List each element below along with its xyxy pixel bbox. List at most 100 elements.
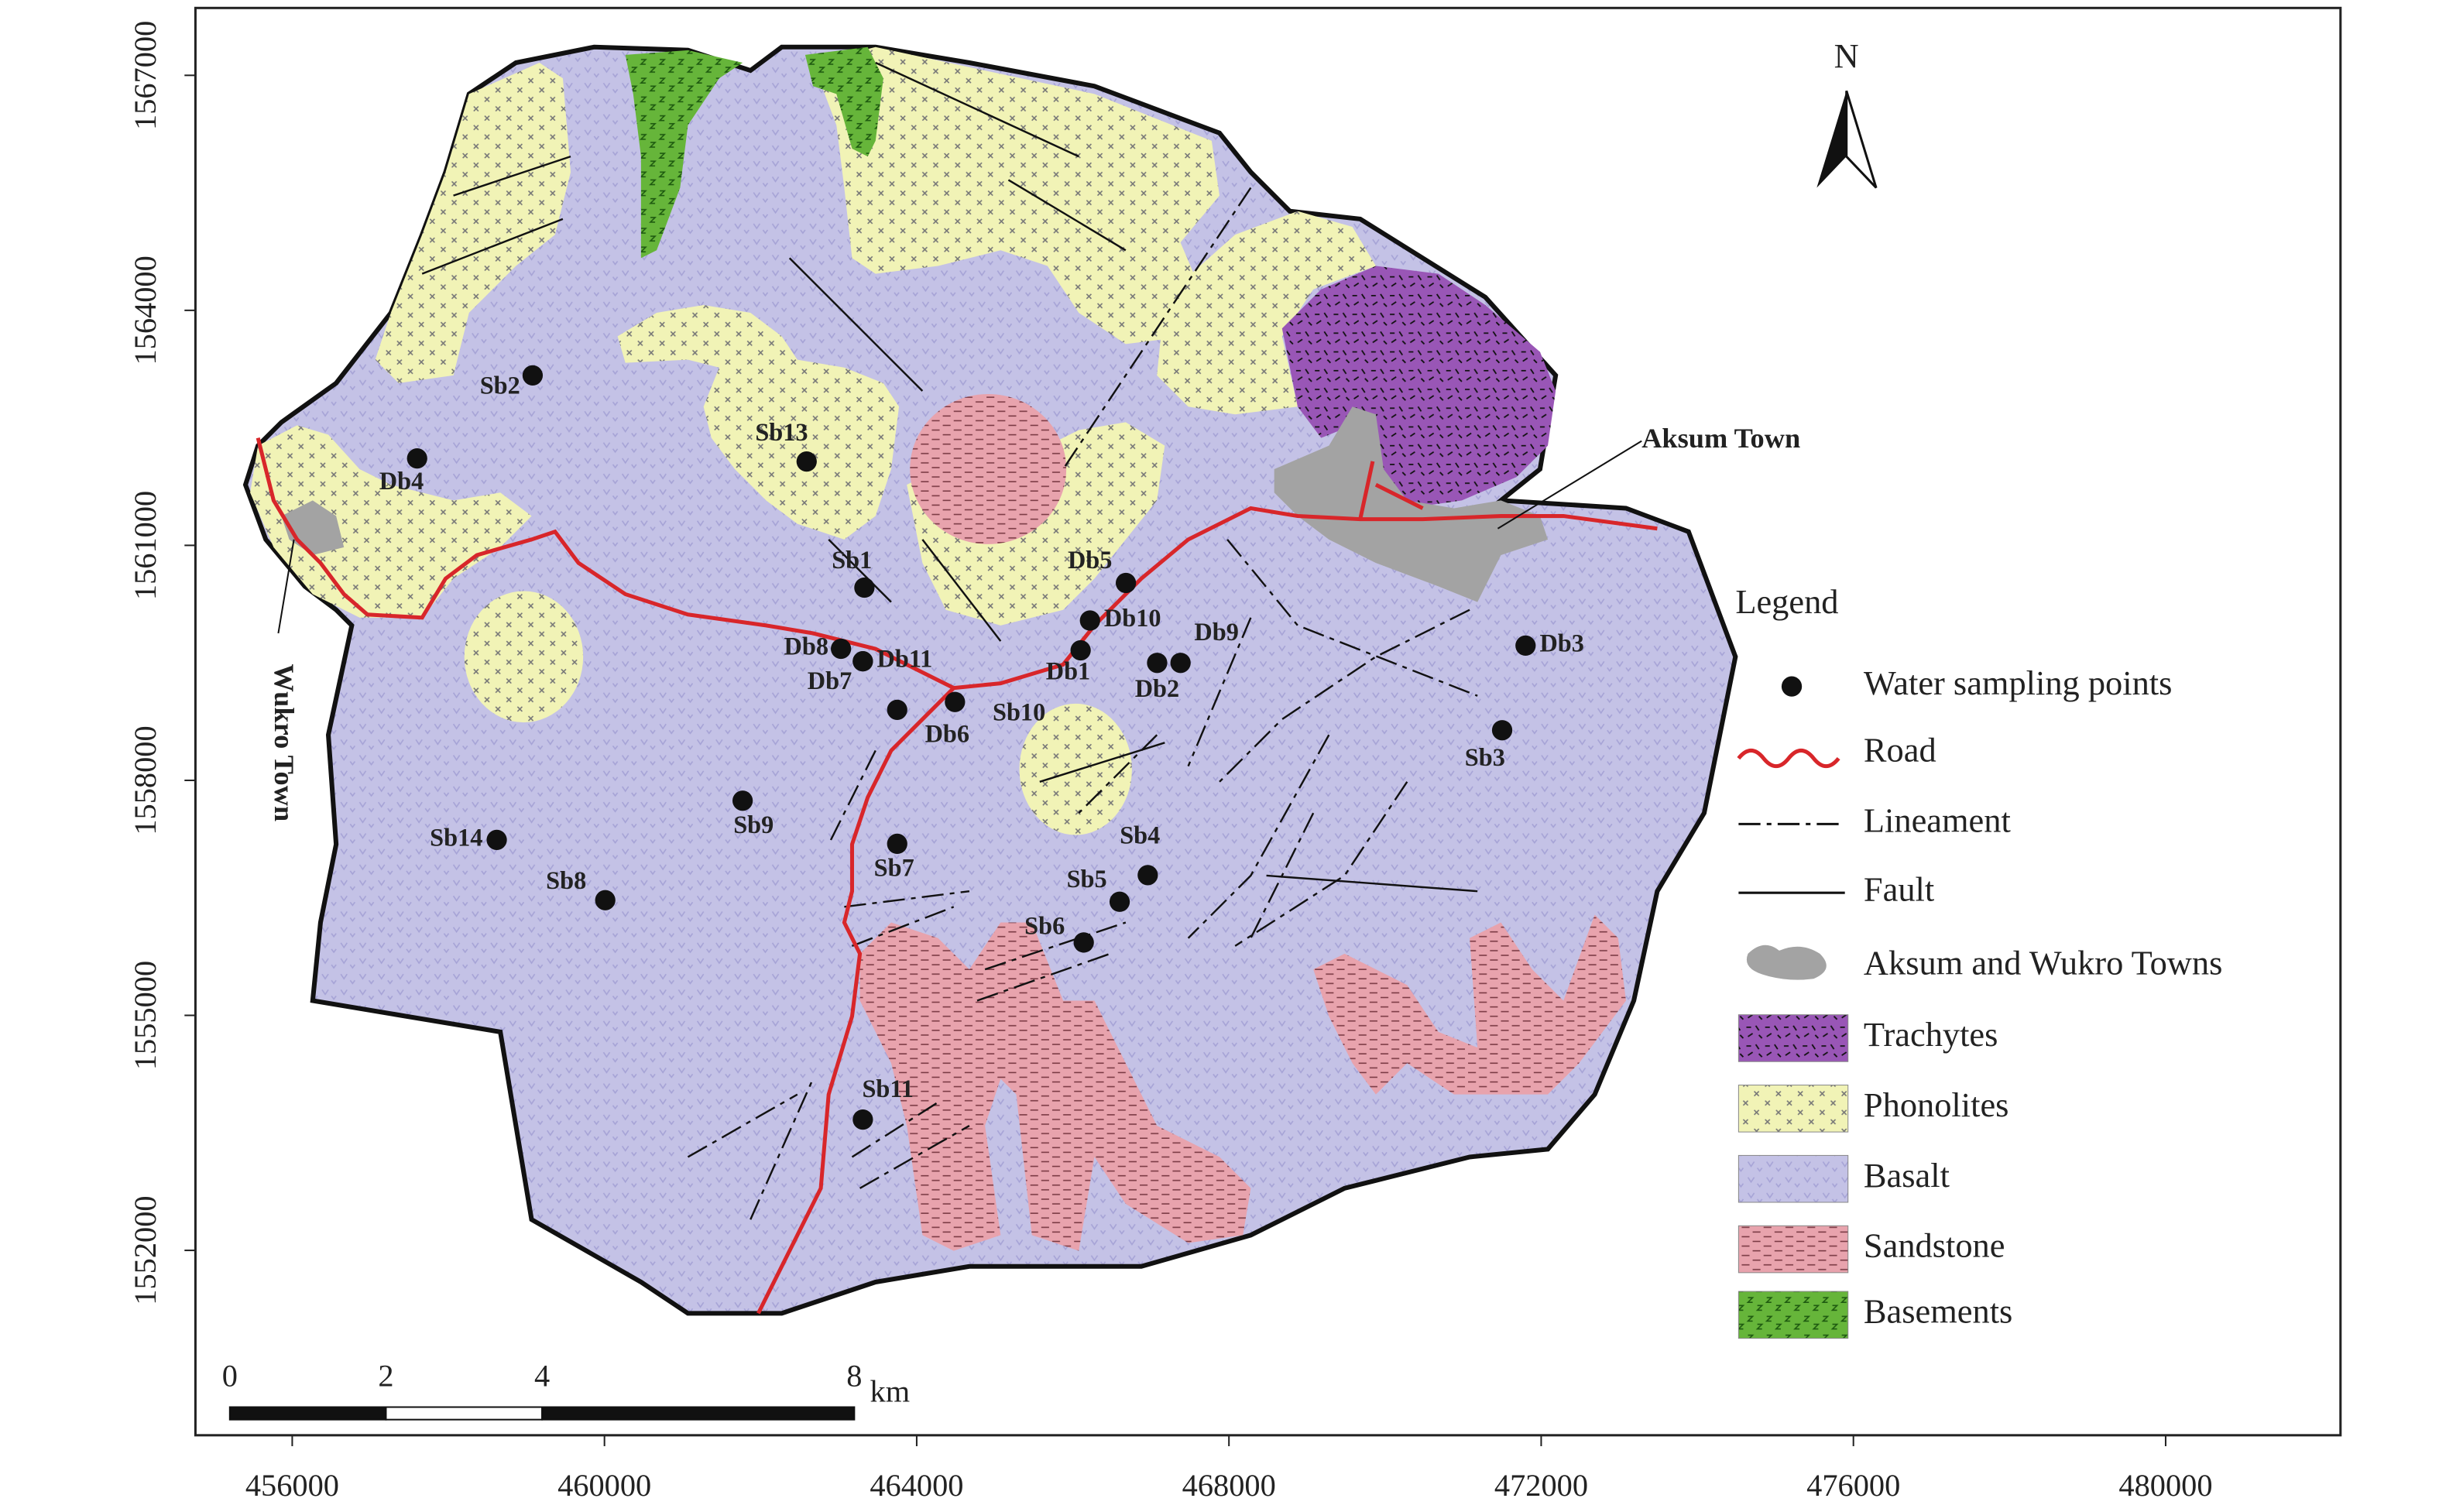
sampling-point xyxy=(1115,572,1137,594)
phonolite-area xyxy=(250,425,532,618)
trachyte-area xyxy=(1281,266,1556,509)
y-tick-label: 1564000 xyxy=(128,255,163,365)
town-label: Wukro Town xyxy=(269,664,300,822)
phonolite-area xyxy=(813,46,1220,345)
phonolite-area xyxy=(1157,211,1376,415)
sampling-point xyxy=(796,451,817,472)
point-label: Db3 xyxy=(1539,629,1583,657)
leader-line xyxy=(277,539,295,634)
sampling-point xyxy=(854,577,875,598)
sandstone xyxy=(859,394,1626,1251)
phonolite-area xyxy=(464,591,584,723)
legend-symbol xyxy=(1737,1085,1849,1133)
point-label: Sb11 xyxy=(862,1075,913,1102)
scale-bar-segment xyxy=(541,1406,856,1421)
basements xyxy=(625,46,883,259)
point-label: Db11 xyxy=(877,645,933,673)
x-tick-label: 468000 xyxy=(1182,1468,1276,1503)
sampling-point xyxy=(732,790,753,811)
legend-symbol xyxy=(1737,1154,1849,1203)
point-label: Sb1 xyxy=(832,546,872,574)
legend-label: Phonolites xyxy=(1864,1085,2009,1124)
sampling-point xyxy=(1515,635,1536,657)
x-tick-label: 456000 xyxy=(245,1468,339,1503)
point-label: Sb7 xyxy=(874,854,914,882)
y-tick-label: 1561000 xyxy=(128,491,163,600)
legend-symbol xyxy=(1781,676,1803,697)
sampling-point xyxy=(1079,610,1100,631)
north-label: N xyxy=(1834,36,1859,75)
lineaments xyxy=(687,187,1478,1220)
basement-area xyxy=(625,50,743,259)
y-tick-label: 1567000 xyxy=(128,21,163,130)
legend-symbol xyxy=(1737,1291,1849,1339)
legend-symbol xyxy=(1737,1225,1849,1274)
legend-title: Legend xyxy=(1735,582,1838,621)
geology xyxy=(242,44,1738,1316)
phonolites xyxy=(250,46,1376,835)
x-tick-label: 480000 xyxy=(2118,1468,2212,1503)
point-label: Db10 xyxy=(1104,604,1161,632)
point-label: Db2 xyxy=(1135,674,1179,702)
phonolite-area xyxy=(375,62,571,383)
sampling-point xyxy=(887,833,907,855)
sampling-point xyxy=(486,829,507,850)
y-tick-label: 1558000 xyxy=(128,725,163,835)
point-label: Sb8 xyxy=(546,866,586,894)
sampling-point xyxy=(1491,720,1513,741)
road xyxy=(256,437,1658,1315)
scale-bar-label: 8 xyxy=(846,1358,862,1393)
scale-bar-segment xyxy=(385,1406,544,1421)
sampling-point xyxy=(1073,932,1094,953)
x-tick-label: 472000 xyxy=(1494,1468,1588,1503)
point-label: Sb10 xyxy=(993,698,1045,725)
point-label: Sb6 xyxy=(1024,912,1065,940)
point-label: Db1 xyxy=(1046,657,1090,685)
legend-label: Water sampling points xyxy=(1864,663,2172,702)
sampling-point xyxy=(1070,639,1091,661)
basement-area xyxy=(804,46,883,157)
phonolite-area xyxy=(1019,703,1132,835)
sampling-point xyxy=(945,691,966,712)
sampling-point xyxy=(1137,865,1158,886)
legend-label: Basalt xyxy=(1864,1156,1950,1195)
sampling-point xyxy=(1109,891,1130,912)
lineament-line xyxy=(687,187,1478,1220)
legend-symbol xyxy=(1737,1014,1849,1062)
legend-label: Road xyxy=(1864,731,1936,770)
legend-label: Sandstone xyxy=(1864,1226,2005,1265)
sampling-point xyxy=(522,365,544,386)
sandstone-area xyxy=(1313,914,1626,1095)
point-label: Db6 xyxy=(925,720,969,748)
sampling-point xyxy=(595,890,616,910)
sampling-point xyxy=(1147,653,1168,674)
fault-line xyxy=(421,61,1478,893)
legend-label: Lineament xyxy=(1864,801,2012,840)
point-label: Sb9 xyxy=(733,811,774,838)
scale-bar-label: 0 xyxy=(222,1358,238,1393)
sampling-point xyxy=(1170,653,1191,674)
point-label: Db8 xyxy=(784,632,828,660)
north-arrow-shape xyxy=(1845,90,1878,189)
scale-bar-segment xyxy=(228,1406,387,1421)
sampling-point xyxy=(831,638,852,660)
point-label: Db9 xyxy=(1194,618,1238,646)
sampling-point xyxy=(406,447,427,469)
x-tick-label: 464000 xyxy=(870,1468,963,1503)
x-tick-label: 476000 xyxy=(1806,1468,1900,1503)
sandstone-area xyxy=(910,394,1067,544)
legend-symbol xyxy=(1746,945,1827,980)
y-tick-label: 1552000 xyxy=(128,1195,163,1305)
point-label: Db7 xyxy=(808,667,852,694)
legend-label: Aksum and Wukro Towns xyxy=(1864,943,2222,982)
point-label: Sb2 xyxy=(480,371,520,399)
legend-symbol xyxy=(1737,748,1840,769)
point-label: Db4 xyxy=(379,467,424,495)
sampling-point xyxy=(887,699,907,721)
faults xyxy=(421,61,1478,893)
point-label: Sb3 xyxy=(1465,743,1505,771)
sandstone-area xyxy=(859,922,1251,1251)
scale-bar-unit: km xyxy=(870,1374,911,1409)
